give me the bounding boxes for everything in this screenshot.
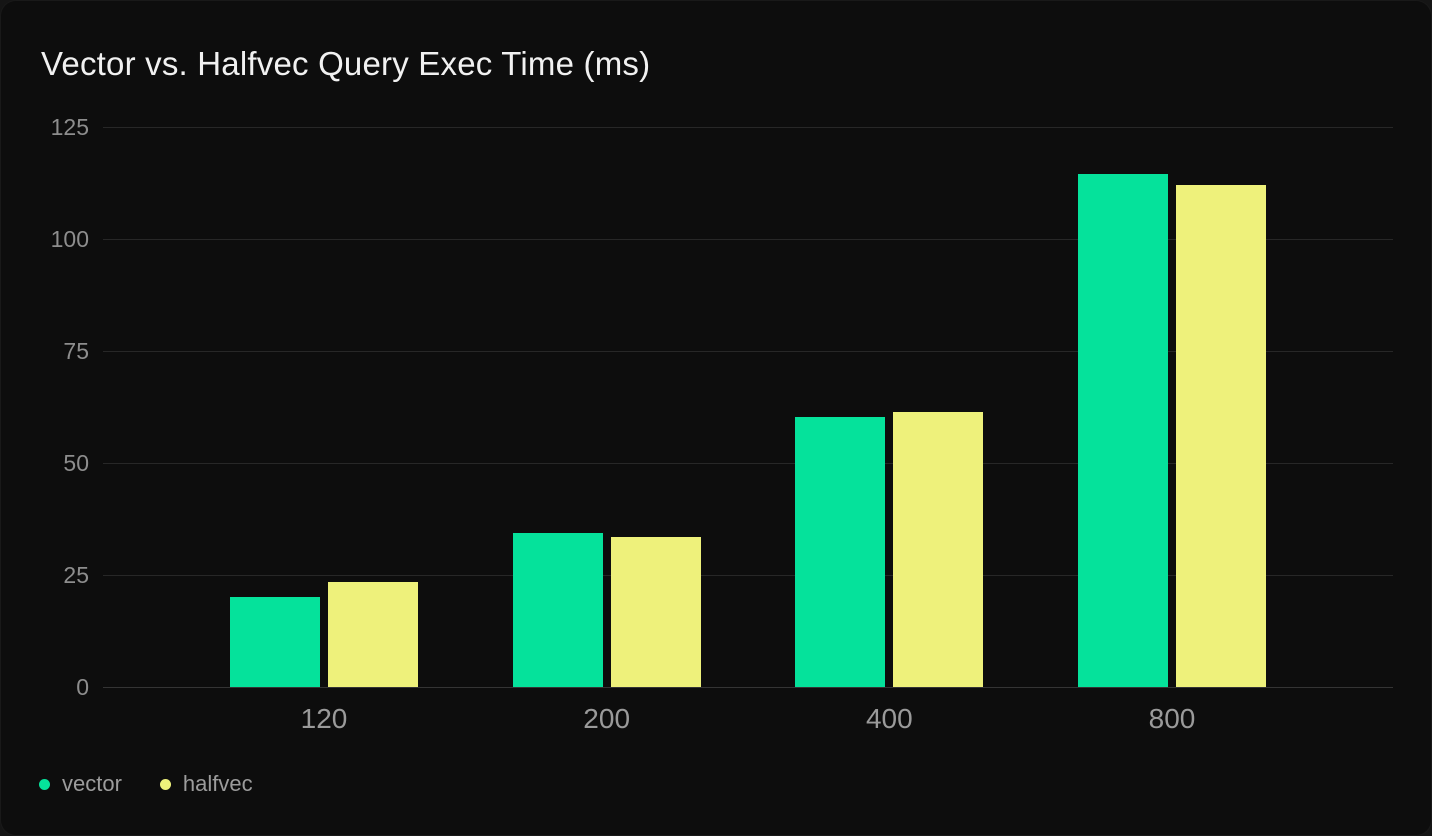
gridline-y-0	[103, 687, 1393, 688]
legend-label-halfvec: halfvec	[182, 771, 253, 796]
x-tick-label-200: 200	[583, 703, 631, 734]
bar-halfvec-400	[893, 411, 984, 687]
y-tick-label-0: 0	[76, 674, 89, 700]
gridline-y-50	[103, 462, 1393, 464]
gridline-y-75	[103, 350, 1393, 352]
gridline-y-25	[103, 574, 1393, 576]
x-tick-label-400: 400	[865, 703, 913, 734]
legend-label-vector: vector	[62, 771, 122, 796]
y-tick-label-25: 25	[63, 561, 89, 588]
legend: vector halfvec	[39, 771, 253, 797]
bar-vector-200	[512, 533, 603, 687]
chart-title: Vector vs. Halfvec Query Exec Time (ms)	[41, 45, 651, 82]
y-tick-label-125: 125	[50, 113, 89, 140]
x-tick-label-800: 800	[1148, 703, 1196, 734]
gridline-y-125	[103, 126, 1393, 128]
bar-halfvec-800	[1176, 184, 1266, 687]
bar-halfvec-200	[610, 537, 701, 687]
x-tick-label-120: 120	[300, 703, 348, 734]
legend-dot-halfvec-icon	[159, 778, 171, 790]
legend-dot-vector-icon	[39, 778, 50, 790]
gridline-y-100	[103, 238, 1393, 240]
bar-vector-120	[230, 597, 320, 687]
legend-item-halfvec[interactable]: halfvec	[159, 771, 253, 797]
bar-halfvec-120	[328, 581, 418, 687]
bar-vector-800	[1078, 173, 1168, 687]
y-tick-label-75: 75	[63, 337, 89, 364]
bar-vector-400	[795, 416, 886, 687]
y-tick-label-100: 100	[50, 225, 89, 252]
legend-item-vector[interactable]: vector	[39, 771, 122, 797]
y-tick-label-50: 50	[63, 449, 89, 476]
